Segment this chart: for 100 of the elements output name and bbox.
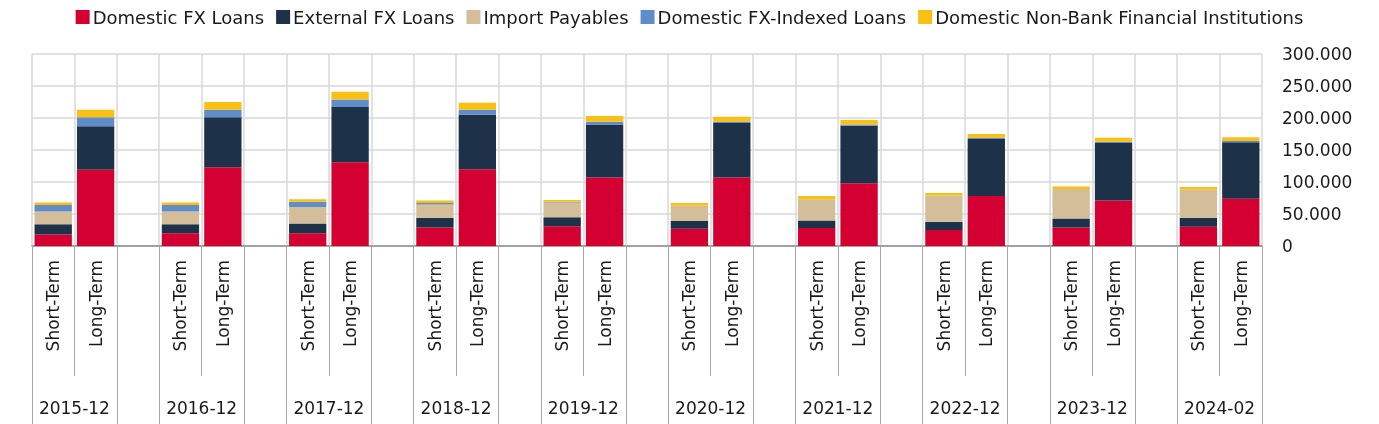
bar: [458, 102, 497, 110]
bar: [289, 201, 327, 207]
text: 2018-12: [420, 398, 492, 418]
bar: [289, 233, 327, 246]
x-tick-label: Short-Term: [297, 260, 318, 352]
bar: [1052, 227, 1090, 246]
bar: [289, 206, 327, 224]
text: 2022-12: [929, 398, 1001, 418]
text: 2015-12: [38, 398, 110, 418]
bar: [967, 139, 1005, 197]
text: 2023-12: [1056, 398, 1128, 418]
bar: [670, 228, 709, 246]
bar: [458, 114, 497, 170]
x-tick-label: Long-Term: [467, 260, 488, 347]
bar: [713, 116, 751, 122]
bar: [416, 204, 454, 218]
text: 2017-12: [293, 398, 365, 418]
x-tick-label: Long-Term: [212, 260, 233, 347]
bar: [34, 211, 72, 225]
bar: [1179, 189, 1218, 218]
bar: [204, 109, 242, 118]
x-tick-label: Short-Term: [424, 260, 445, 352]
bar: [543, 226, 581, 246]
bar: [76, 126, 115, 170]
bar: [1179, 226, 1218, 246]
x-tick-label: Long-Term: [85, 260, 106, 347]
x-tick-label: Short-Term: [679, 260, 700, 352]
bar: [1094, 200, 1133, 246]
bar: [76, 117, 115, 127]
bar: [543, 217, 581, 227]
text: 2024-02: [1184, 398, 1256, 418]
bar: [331, 162, 369, 246]
bar: [585, 177, 624, 246]
legend-label: Domestic FX-Indexed Loans: [657, 6, 907, 28]
legend-label: Domestic Non-Bank Financial Institutions: [935, 6, 1304, 28]
y-tick-label: 0: [1282, 236, 1293, 256]
bar: [1179, 187, 1218, 190]
y-tick-label: 300.000: [1282, 44, 1353, 64]
bar: [76, 169, 115, 246]
bar: [289, 223, 327, 234]
x-tick-label: Short-Term: [552, 260, 573, 352]
bar: [925, 195, 963, 222]
bar: [34, 202, 72, 206]
bar: [331, 91, 369, 100]
x-tick-label: Short-Term: [170, 260, 191, 352]
bar: [840, 119, 878, 125]
bar: [585, 124, 624, 178]
x-tick-label: Long-Term: [1230, 260, 1251, 347]
bar: [161, 224, 200, 234]
bar: [204, 102, 242, 110]
bar: [670, 205, 709, 222]
x-tick-label: Long-Term: [594, 260, 615, 347]
bar: [1179, 217, 1218, 227]
bar: [670, 221, 709, 229]
bar: [416, 217, 454, 228]
bar: [1222, 198, 1260, 246]
bar: [713, 123, 751, 178]
bar: [967, 196, 1005, 246]
bar: [34, 205, 72, 212]
x-tick-label: Long-Term: [721, 260, 742, 347]
bar: [1094, 137, 1133, 142]
bar: [1222, 137, 1260, 142]
bar: [458, 109, 497, 115]
bar: [331, 99, 369, 108]
bar: [204, 117, 242, 168]
legend-label: External FX Loans: [293, 6, 455, 28]
bar: [585, 116, 624, 122]
bar: [925, 221, 963, 230]
text: 2021-12: [802, 398, 874, 418]
y-tick-label: 250.000: [1282, 76, 1353, 96]
bar: [161, 233, 200, 246]
x-tick-label: Long-Term: [1103, 260, 1124, 347]
bar: [1052, 186, 1090, 190]
bar: [713, 177, 751, 246]
x-tick-label: Short-Term: [1188, 260, 1209, 352]
bar: [797, 199, 836, 221]
x-tick-label: Short-Term: [933, 260, 954, 352]
bar: [797, 220, 836, 229]
bar: [161, 202, 200, 206]
bar: [161, 211, 200, 225]
bar: [1094, 142, 1133, 201]
bar: [797, 196, 836, 200]
bar: [840, 183, 878, 246]
legend-label: Domestic FX Loans: [92, 6, 265, 28]
x-tick-label: Long-Term: [976, 260, 997, 347]
y-tick-label: 150.000: [1282, 140, 1353, 160]
y-tick-label: 50.000: [1282, 204, 1342, 224]
y-tick-label: 200.000: [1282, 108, 1353, 128]
bar: [925, 230, 963, 246]
bar: [76, 109, 115, 118]
x-tick-label: Long-Term: [849, 260, 870, 347]
bar: [458, 169, 497, 246]
bar: [331, 107, 369, 163]
bar: [1052, 189, 1090, 219]
legend-label: Import Payables: [483, 6, 629, 28]
x-tick-label: Long-Term: [340, 260, 361, 347]
bar: [34, 234, 72, 246]
bar: [1222, 142, 1260, 199]
x-tick-label: Short-Term: [43, 260, 64, 352]
bar: [289, 199, 327, 202]
